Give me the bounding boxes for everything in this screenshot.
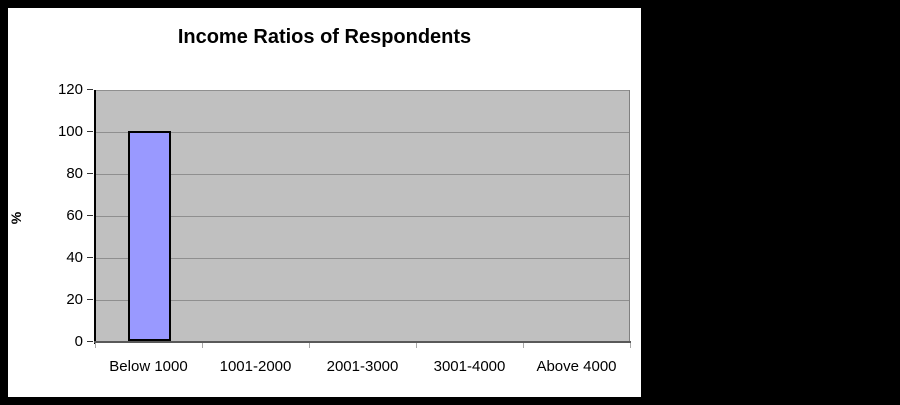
plot-area [94,90,631,344]
gridline-60 [96,216,629,217]
gridline-40 [96,258,629,259]
x-tick-2 [309,343,310,348]
x-tick-5 [630,343,631,348]
x-tick-label-1001-2000: 1001-2000 [219,358,292,375]
chart-title: Income Ratios of Respondents [177,26,472,48]
y-tick-40 [87,257,93,258]
y-tick-60 [87,215,93,216]
x-axis-line [94,341,631,343]
y-axis-title: % [8,211,24,225]
y-axis-line [94,90,96,344]
x-tick-4 [523,343,524,348]
y-tick-label-120: 120 [57,81,83,98]
x-tick-label-Below 1000: Below 1000 [109,358,188,375]
y-tick-label-20: 20 [66,291,83,308]
bar-Below 1000 [128,131,171,341]
y-tick-20 [87,299,93,300]
gridline-120 [96,90,629,91]
gridline-20 [96,300,629,301]
x-tick-label-3001-4000: 3001-4000 [433,358,506,375]
gridline-100 [96,132,629,133]
x-tick-label-2001-3000: 2001-3000 [326,358,399,375]
x-tick-0 [95,343,96,348]
y-tick-100 [87,131,93,132]
x-tick-label-Above 4000: Above 4000 [536,358,617,375]
y-tick-label-40: 40 [66,249,83,266]
x-tick-1 [202,343,203,348]
y-tick-80 [87,173,93,174]
y-tick-label-60: 60 [66,207,83,224]
gridline-80 [96,174,629,175]
y-tick-label-100: 100 [57,123,83,140]
y-tick-120 [87,89,93,90]
y-tick-label-0: 0 [74,333,83,350]
chart-frame: Income Ratios of Respondents % 0 20 40 60 80… [8,8,641,397]
y-tick-label-80: 80 [66,165,83,182]
x-tick-3 [416,343,417,348]
y-tick-0 [87,341,93,342]
